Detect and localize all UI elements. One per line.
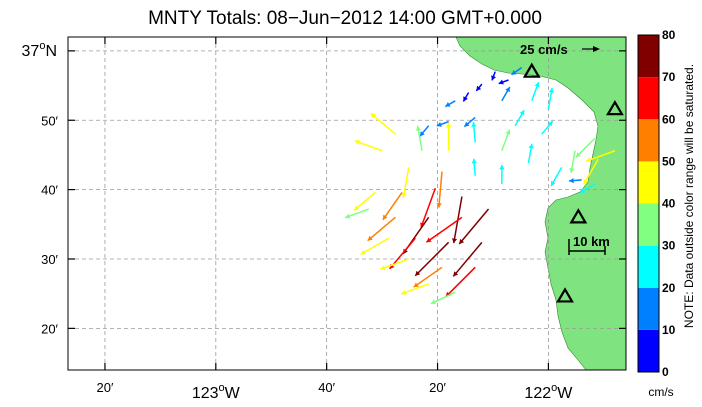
current-vector <box>585 150 616 163</box>
current-vector <box>575 137 596 158</box>
current-vector <box>360 237 390 256</box>
lat-label: 50′ <box>41 113 58 128</box>
colorbar-tick-label: 60 <box>662 112 676 126</box>
current-vector <box>401 283 429 295</box>
current-vector <box>531 81 540 102</box>
colorbar-swatch <box>638 329 659 372</box>
colorbar-swatch <box>638 119 659 162</box>
latitude-labels: 37oN 50′ 40′ 30′ 20′ <box>22 40 59 337</box>
scale-bar <box>568 239 606 255</box>
current-vector <box>370 112 396 135</box>
lon-label: 40′ <box>318 380 335 395</box>
current-vector <box>430 291 456 305</box>
current-vector <box>471 122 477 143</box>
lon-label: 123oW <box>192 382 241 402</box>
colorbar-tick-label: 30 <box>662 239 676 253</box>
current-vector <box>514 109 525 127</box>
current-vector <box>419 125 430 137</box>
figure-title: MNTY Totals: 08−Jun−2012 14:00 GMT+0.000 <box>148 8 542 29</box>
current-vector <box>458 208 490 245</box>
graticule-grid <box>68 37 626 370</box>
current-vector <box>353 191 376 211</box>
colorbar-swatch <box>638 77 659 120</box>
current-vector <box>380 258 409 271</box>
current-vector <box>491 71 496 81</box>
colorbar-tick-label: 40 <box>662 197 676 211</box>
scale-vector-label: 25 cm/s <box>520 42 568 57</box>
current-vector <box>415 125 423 151</box>
scale-vector-arrow <box>582 46 600 52</box>
current-vector <box>413 266 443 288</box>
colorbar-tick-label: 80 <box>662 28 676 42</box>
current-vector <box>550 167 563 187</box>
lon-label: 20′ <box>96 380 113 395</box>
colorbar-tick-labels: 0 10 20 30 40 50 60 70 80 <box>662 28 676 379</box>
current-vector <box>367 216 396 242</box>
longitude-labels: 20′ 123oW 40′ 20′ 122oW <box>96 380 573 402</box>
colorbar-swatch <box>638 287 659 330</box>
current-vector <box>579 183 596 194</box>
current-vector <box>569 178 582 184</box>
current-vector <box>541 120 554 135</box>
radar-site-marker <box>606 99 624 116</box>
current-vector <box>446 122 452 151</box>
current-vector <box>511 66 523 76</box>
current-vector <box>463 116 476 128</box>
colorbar-tick-label: 50 <box>662 154 676 168</box>
current-vector <box>498 79 509 85</box>
current-vector <box>436 120 449 127</box>
current-vector <box>354 139 383 152</box>
current-vector <box>501 86 511 102</box>
lat-label: 40′ <box>41 183 58 198</box>
radar-site-marker <box>556 287 574 303</box>
colorbar-tick-label: 70 <box>662 70 676 84</box>
current-vector <box>462 92 470 102</box>
scale-bar-label: 10 km <box>573 234 610 249</box>
lon-label: 20′ <box>429 380 446 395</box>
current-vector <box>382 191 403 221</box>
colorbar-frame <box>637 34 660 373</box>
colorbar: 0 10 20 30 40 50 60 70 80 cm/s NOTE: Data outsid… <box>637 28 696 399</box>
lat-label: 30′ <box>41 252 58 267</box>
lat-label: 20′ <box>41 321 58 336</box>
current-vector <box>569 150 576 174</box>
current-vector <box>547 87 554 110</box>
colorbar-swatch <box>638 35 659 78</box>
lon-label: 122oW <box>524 382 573 402</box>
current-vector <box>501 129 511 152</box>
map-area: 25 cm/s 10 km <box>67 36 627 371</box>
current-vector <box>452 241 483 277</box>
radar-site-marker <box>569 208 588 224</box>
lat-label: 37oN <box>22 40 57 60</box>
radar-sites <box>522 62 624 303</box>
colorbar-swatch <box>638 245 659 288</box>
map-tick-marks <box>68 37 626 370</box>
current-vector <box>444 100 456 108</box>
colorbar-swatch <box>638 203 659 246</box>
current-vector-field <box>344 66 616 305</box>
radar-site-marker <box>522 62 541 78</box>
colorbar-swatch <box>638 161 659 204</box>
colorbar-note: NOTE: Data outside color range will be s… <box>682 64 696 328</box>
map-frame <box>67 36 627 371</box>
current-vector <box>475 83 483 92</box>
current-vector <box>583 158 599 185</box>
current-vector <box>344 208 370 219</box>
colorbar-unit: cm/s <box>648 385 673 399</box>
current-vector <box>414 241 450 277</box>
colorbar-tick-label: 0 <box>662 365 669 379</box>
colorbar-swatches <box>638 35 659 372</box>
current-vector <box>499 164 505 185</box>
current-vector <box>436 171 443 208</box>
current-vector <box>527 143 534 164</box>
colorbar-tick-label: 10 <box>662 323 676 337</box>
current-vector <box>471 158 477 176</box>
current-vector <box>425 216 463 243</box>
colorbar-tick-label: 20 <box>662 281 676 295</box>
current-vector <box>401 167 410 198</box>
